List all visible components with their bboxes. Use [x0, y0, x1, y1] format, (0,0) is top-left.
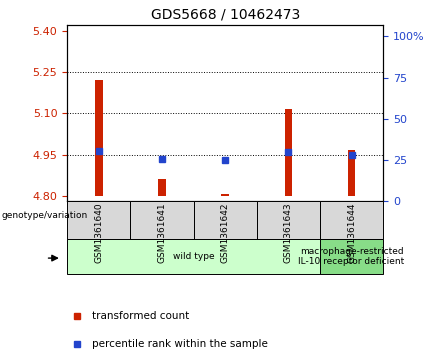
- Text: GSM1361641: GSM1361641: [158, 202, 166, 263]
- Text: wild type: wild type: [173, 252, 214, 261]
- Text: genotype/variation: genotype/variation: [1, 212, 87, 220]
- Bar: [67, 239, 320, 274]
- Bar: [158, 179, 166, 196]
- Bar: [95, 80, 103, 196]
- Text: transformed count: transformed count: [92, 311, 190, 321]
- Bar: [257, 201, 320, 239]
- Bar: [320, 239, 383, 274]
- Bar: [320, 201, 383, 239]
- Bar: [221, 194, 229, 196]
- Text: GSM1361643: GSM1361643: [284, 202, 293, 263]
- Bar: [284, 109, 292, 196]
- Bar: [67, 201, 130, 239]
- Bar: [130, 201, 194, 239]
- Bar: [348, 150, 355, 196]
- Text: percentile rank within the sample: percentile rank within the sample: [92, 339, 268, 350]
- Text: GSM1361640: GSM1361640: [94, 202, 103, 263]
- Text: GSM1361642: GSM1361642: [221, 202, 229, 263]
- Bar: [194, 201, 257, 239]
- Text: GSM1361644: GSM1361644: [347, 202, 356, 263]
- Title: GDS5668 / 10462473: GDS5668 / 10462473: [151, 8, 300, 21]
- Text: macrophage-restricted
IL-10 receptor deficient: macrophage-restricted IL-10 receptor def…: [298, 247, 405, 266]
